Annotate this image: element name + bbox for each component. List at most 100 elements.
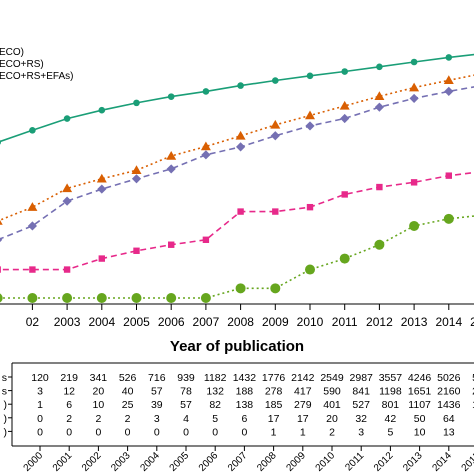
table-year-label-2002: 2002: [80, 450, 104, 474]
data-point-3-13: [410, 179, 418, 186]
table-cell-3-13: 50: [414, 413, 426, 425]
data-point-3-11: [341, 191, 348, 198]
series-layer: [0, 53, 474, 303]
data-point-0-11: [341, 68, 349, 75]
data-point-3-9: [272, 208, 279, 215]
table-cell-0-0: 120: [31, 372, 49, 384]
data-point-2-6: [166, 164, 176, 174]
table-cell-4-5: 0: [183, 426, 189, 438]
data-point-1-9: [270, 119, 281, 129]
data-point-2-7: [201, 150, 211, 160]
series-line-2: [0, 86, 474, 240]
x-axis: 02 2003 2004 2005 2006 2007 2008 2009 2010 2011 20…: [0, 303, 474, 329]
table-year-label-2007: 2007: [226, 450, 250, 474]
table-cell-1-9: 417: [294, 386, 312, 398]
table-cell-1-4: 57: [151, 386, 163, 398]
data-point-1-4: [96, 173, 107, 183]
table-cell-1-0: 3: [37, 386, 43, 398]
table-year-label-2004: 2004: [138, 450, 162, 474]
table-cell-0-3: 526: [119, 372, 137, 384]
x-tick-label-2010: 2010: [297, 315, 324, 329]
table-year-label-2003: 2003: [109, 450, 133, 474]
data-point-0-1: [0, 139, 1, 145]
series-line-0: [0, 53, 474, 143]
table-year-label-2008: 2008: [255, 450, 279, 474]
table-cell-3-8: 17: [268, 413, 280, 425]
data-point-4-9: [270, 283, 281, 294]
data-point-1-10: [305, 110, 315, 120]
table-cell-1-15: 27: [472, 386, 474, 398]
table-year-label-2005: 2005: [168, 450, 192, 474]
table-cell-0-5: 939: [177, 372, 195, 384]
table-cell-0-10: 2549: [320, 372, 344, 384]
data-point-0-4: [98, 106, 106, 114]
x-tick-label-2002: 02: [26, 315, 40, 329]
table-cell-4-2: 0: [95, 426, 101, 438]
table-cell-4-8: 1: [271, 426, 277, 438]
table-cell-0-15: 58: [472, 372, 474, 384]
data-point-1-13: [409, 82, 420, 92]
data-point-3-3: [63, 266, 71, 273]
data-point-2-1: [0, 237, 3, 243]
x-tick-label-2009: 2009: [262, 315, 289, 329]
table-cell-2-13: 1107: [408, 399, 431, 411]
table-cell-3-10: 20: [326, 413, 338, 425]
data-point-4-1: [0, 293, 3, 303]
data-point-3-14: [445, 172, 452, 179]
x-tick-label-2003: 2003: [54, 315, 81, 329]
data-point-1-8: [235, 130, 246, 140]
data-point-3-6: [168, 241, 175, 248]
x-tick-label-2008: 2008: [227, 315, 254, 329]
data-point-4-13: [409, 220, 420, 231]
data-point-1-3: [62, 183, 73, 193]
data-point-3-7: [202, 236, 210, 243]
data-point-1-5: [131, 165, 142, 175]
table-row-label-0: s: [2, 372, 7, 384]
table-cell-3-2: 2: [95, 413, 101, 425]
table-cell-2-5: 57: [180, 399, 192, 411]
series-line-1: [0, 74, 474, 221]
table-year-label-2010: 2010: [314, 450, 338, 474]
series-line-3: [0, 171, 474, 271]
legend-entry-1: ECO+RS): [0, 59, 44, 70]
data-point-4-6: [166, 293, 177, 303]
table-year-label-2014: 2014: [430, 450, 454, 474]
table-cell-0-2: 341: [90, 372, 108, 384]
table-cell-4-3: 0: [125, 426, 131, 438]
table-cell-4-12: 5: [387, 426, 393, 438]
table-cell-4-0: 0: [37, 426, 43, 438]
table-cell-2-3: 25: [122, 399, 134, 411]
data-point-0-13: [410, 58, 418, 66]
x-tick-label-2007: 2007: [193, 315, 220, 329]
data-point-4-10: [305, 264, 315, 275]
table-cell-3-11: 32: [355, 413, 367, 425]
table-cell-4-6: 0: [212, 426, 218, 438]
table-cell-1-6: 132: [206, 386, 224, 398]
data-point-2-3: [62, 196, 72, 206]
table-cell-1-3: 40: [122, 386, 134, 398]
table-row-label-1: s: [2, 386, 7, 398]
table-cell-0-14: 5026: [437, 372, 461, 384]
data-point-4-11: [339, 253, 350, 264]
table-cell-2-10: 401: [323, 399, 341, 411]
table-cell-2-4: 39: [151, 399, 163, 411]
data-point-2-9: [270, 131, 280, 141]
table-cell-2-12: 801: [382, 399, 400, 411]
x-tick-label-2011: 2011: [332, 315, 358, 329]
table-cell-0-4: 716: [148, 372, 166, 384]
table-cell-3-14: 64: [443, 413, 455, 425]
x-tick-label-2014: 2014: [435, 315, 462, 329]
table-cell-1-11: 841: [352, 386, 370, 398]
data-point-1-12: [374, 91, 385, 101]
x-axis-label: Year of publication: [170, 338, 304, 355]
data-point-1-7: [200, 141, 211, 151]
x-tick-label-2004: 2004: [88, 315, 115, 329]
table-cell-0-9: 2142: [291, 372, 315, 384]
data-point-0-14: [445, 54, 453, 61]
data-point-4-12: [374, 239, 385, 250]
table-cell-4-14: 13: [443, 426, 455, 438]
table-year-label-2011: 2011: [343, 450, 366, 473]
data-point-4-14: [443, 213, 454, 224]
table-cell-1-5: 78: [180, 386, 192, 398]
